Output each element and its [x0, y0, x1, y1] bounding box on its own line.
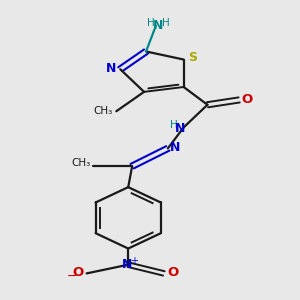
Text: N: N: [170, 141, 180, 154]
Text: N: N: [106, 62, 117, 75]
Text: methyl: methyl: [114, 112, 119, 114]
Text: N: N: [153, 20, 164, 32]
Text: H: H: [169, 120, 177, 130]
Text: S: S: [188, 51, 197, 64]
Text: H: H: [162, 18, 170, 28]
Text: H: H: [147, 18, 155, 28]
Text: CH₃: CH₃: [93, 106, 112, 116]
Text: N: N: [175, 122, 185, 135]
Text: O: O: [72, 266, 83, 279]
Text: O: O: [242, 93, 253, 106]
Text: N: N: [122, 257, 133, 271]
Text: −: −: [66, 270, 77, 283]
Text: +: +: [130, 256, 138, 266]
Text: CH₃: CH₃: [71, 158, 91, 168]
Text: methyl: methyl: [116, 115, 121, 116]
Text: O: O: [167, 266, 178, 279]
